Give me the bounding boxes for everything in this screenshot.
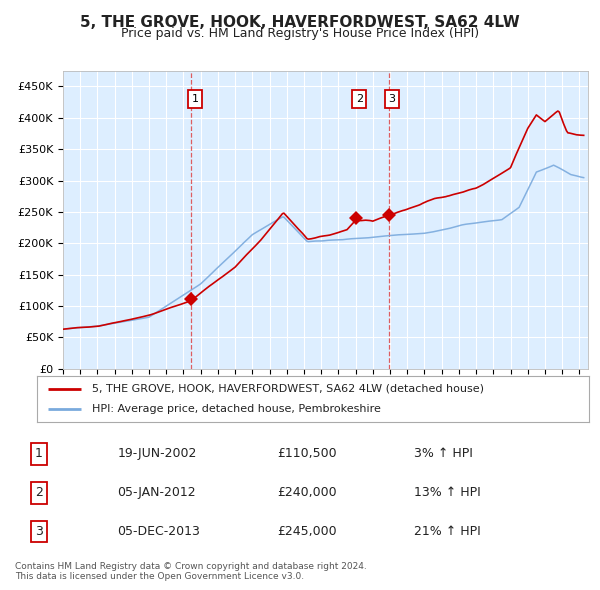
Text: 1: 1	[191, 94, 199, 104]
Text: HPI: Average price, detached house, Pembrokeshire: HPI: Average price, detached house, Pemb…	[92, 404, 381, 414]
Text: 13% ↑ HPI: 13% ↑ HPI	[414, 486, 481, 499]
Text: 05-JAN-2012: 05-JAN-2012	[118, 486, 196, 499]
Text: Contains HM Land Registry data © Crown copyright and database right 2024.
This d: Contains HM Land Registry data © Crown c…	[15, 562, 367, 581]
Text: 2: 2	[35, 486, 43, 499]
Text: Price paid vs. HM Land Registry's House Price Index (HPI): Price paid vs. HM Land Registry's House …	[121, 27, 479, 40]
Text: 3: 3	[35, 525, 43, 538]
Text: 05-DEC-2013: 05-DEC-2013	[118, 525, 200, 538]
Text: 3% ↑ HPI: 3% ↑ HPI	[414, 447, 473, 460]
Text: 19-JUN-2002: 19-JUN-2002	[118, 447, 197, 460]
Text: £240,000: £240,000	[277, 486, 337, 499]
Text: £110,500: £110,500	[277, 447, 337, 460]
Text: 5, THE GROVE, HOOK, HAVERFORDWEST, SA62 4LW: 5, THE GROVE, HOOK, HAVERFORDWEST, SA62 …	[80, 15, 520, 30]
Text: 21% ↑ HPI: 21% ↑ HPI	[414, 525, 481, 538]
Text: 5, THE GROVE, HOOK, HAVERFORDWEST, SA62 4LW (detached house): 5, THE GROVE, HOOK, HAVERFORDWEST, SA62 …	[92, 384, 484, 394]
Text: 2: 2	[356, 94, 363, 104]
Text: £245,000: £245,000	[277, 525, 337, 538]
Text: 1: 1	[35, 447, 43, 460]
Text: 3: 3	[389, 94, 395, 104]
